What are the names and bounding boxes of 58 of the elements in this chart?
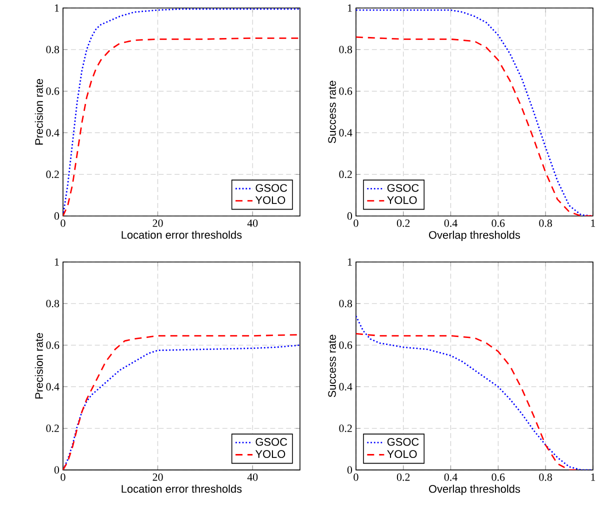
- x-tick-label: 1: [591, 220, 596, 227]
- y-tick-label: 1: [54, 4, 59, 12]
- y-axis-title: Precision rate: [34, 332, 43, 399]
- y-tick-label: 0.8: [46, 300, 60, 308]
- y-tick-label: 0.4: [339, 383, 352, 390]
- x-axis-title: Location error thresholds: [122, 230, 242, 239]
- x-tick-label: 1: [591, 473, 596, 481]
- legend-label: GSOC: [256, 438, 288, 446]
- legend-label: YOLO: [387, 450, 417, 458]
- legend-label: YOLO: [255, 450, 286, 458]
- x-axis-title: Overlap thresholds: [428, 484, 520, 495]
- y-tick-label: 0.2: [339, 424, 352, 432]
- y-tick-label: 0.6: [339, 341, 352, 349]
- x-axis-title: Overlap thresholds: [428, 230, 520, 242]
- y-axis-title: Success rate: [328, 334, 336, 398]
- y-tick-label: 0.4: [46, 129, 60, 137]
- legend-label: YOLO: [387, 196, 417, 204]
- y-tick-label: 0.4: [339, 129, 352, 137]
- y-tick-label: 1: [54, 258, 59, 266]
- x-axis-title: Location error thresholds: [122, 484, 242, 493]
- x-tick-label: 40: [247, 474, 258, 481]
- y-tick-label: 0.6: [46, 87, 60, 95]
- y-tick-label: 0.6: [46, 341, 60, 349]
- y-tick-label: 0: [347, 466, 352, 474]
- y-tick-label: 0.8: [46, 46, 60, 54]
- y-tick-label: 1: [348, 4, 352, 12]
- y-tick-label: 0.2: [46, 424, 59, 432]
- x-tick-label: 0.2: [396, 220, 410, 227]
- legend-label: YOLO: [255, 196, 286, 204]
- y-tick-label: 0: [347, 212, 352, 220]
- y-tick-label: 1: [348, 258, 352, 266]
- x-tick-label: 20: [152, 474, 163, 481]
- x-tick-label: 0.6: [492, 220, 505, 227]
- y-tick-label: 0.8: [339, 46, 352, 54]
- x-tick-label: 0.4: [444, 474, 458, 481]
- x-tick-label: 20: [152, 220, 163, 227]
- x-tick-label: 0.4: [444, 220, 458, 227]
- y-tick-label: 0.6: [339, 87, 352, 95]
- x-tick-label: 0: [60, 474, 66, 481]
- y-tick-label: 0.8: [339, 300, 352, 308]
- y-tick-label: 0.2: [46, 170, 59, 178]
- x-tick-label: 0.8: [539, 220, 552, 227]
- x-tick-label: 40: [247, 220, 258, 227]
- x-tick-label: 0: [354, 220, 358, 227]
- y-axis-title: Precision rate: [34, 79, 43, 145]
- x-tick-label: 0: [60, 220, 66, 227]
- x-tick-label: 0.2: [396, 474, 410, 481]
- y-tick-label: 0: [54, 466, 60, 474]
- legend-label: GSOC: [387, 184, 419, 192]
- y-axis-title: Success rate: [328, 80, 336, 144]
- x-tick-label: 0: [354, 474, 358, 481]
- x-tick-label: 0.8: [539, 474, 552, 481]
- y-tick-label: 0.4: [46, 383, 60, 390]
- legend-label: GSOC: [387, 438, 419, 446]
- x-tick-label: 0.6: [492, 474, 505, 481]
- y-tick-label: 0.2: [339, 170, 352, 178]
- y-tick-label: 0: [54, 212, 60, 220]
- legend-label: GSOC: [256, 184, 288, 192]
